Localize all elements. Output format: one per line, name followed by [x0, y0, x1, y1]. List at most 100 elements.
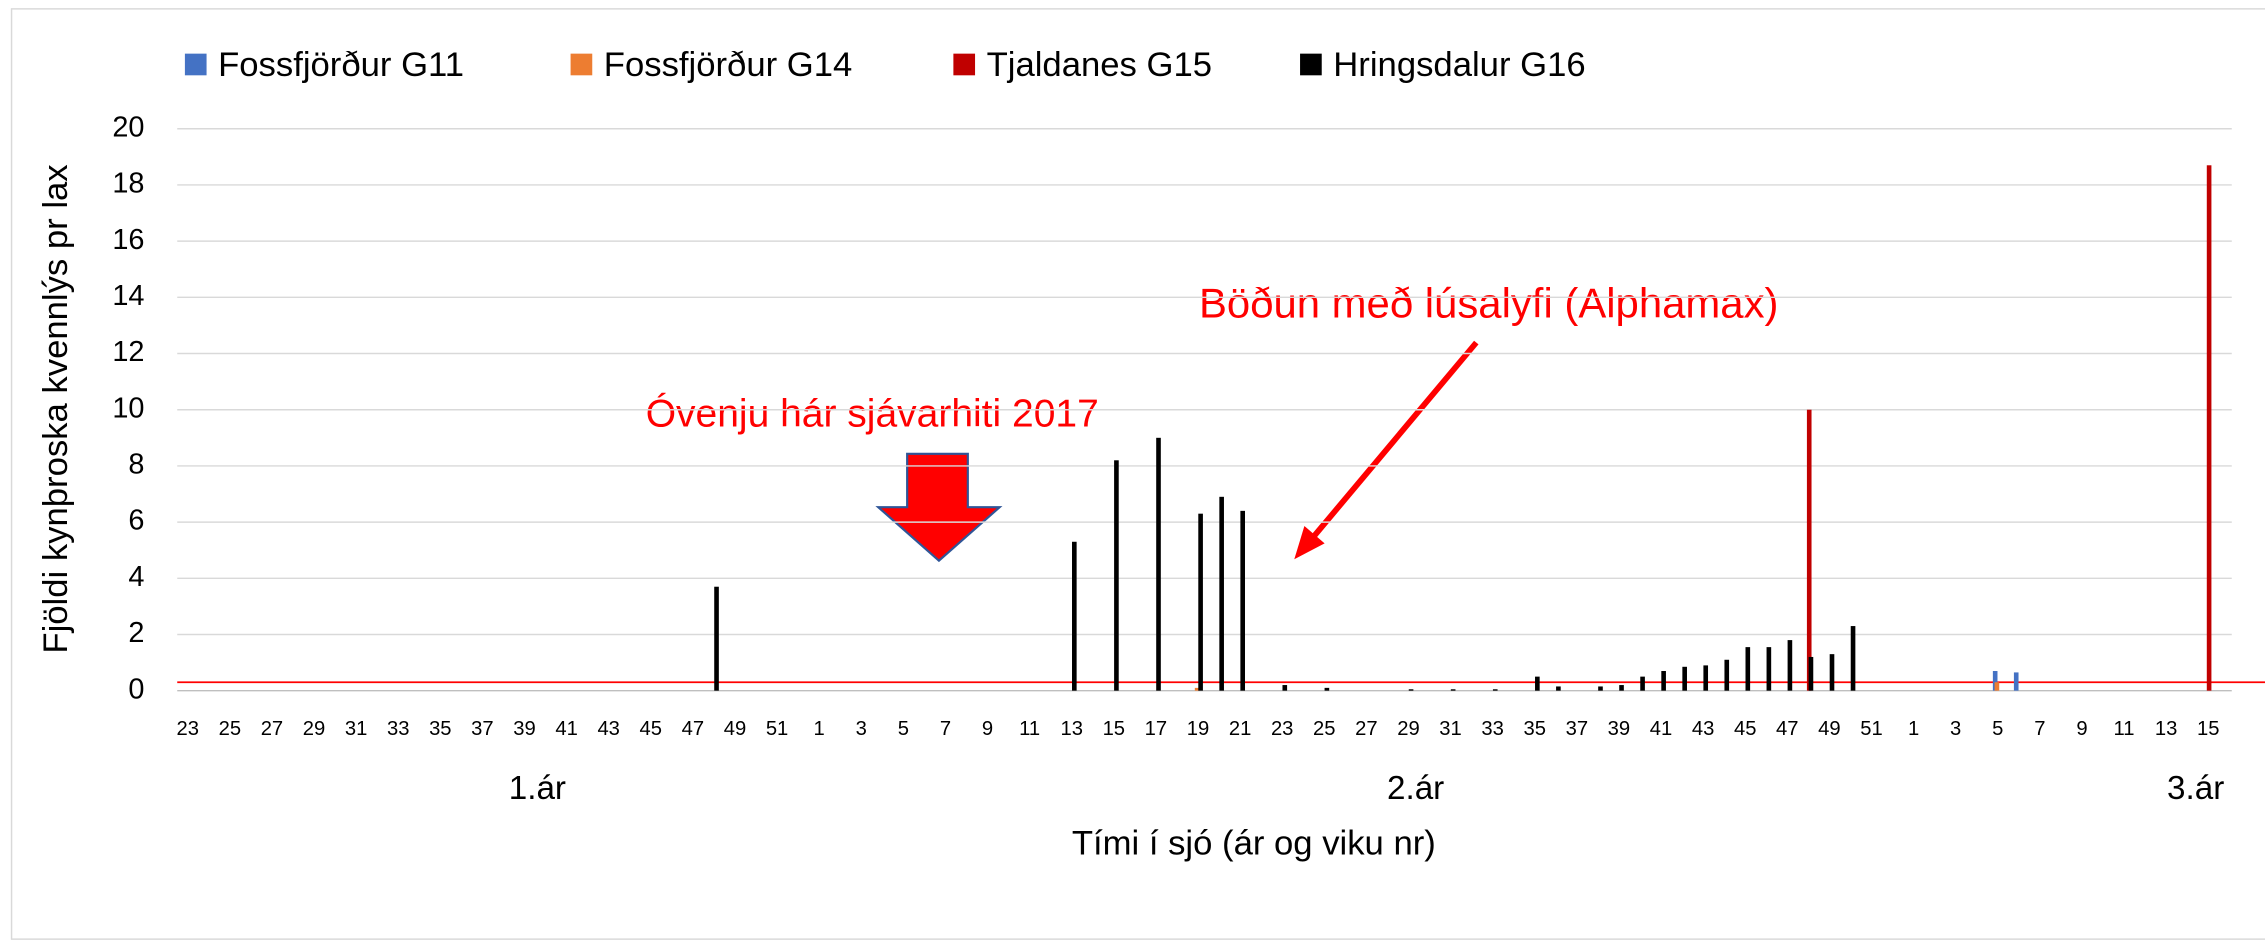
x-tick-label: 29 — [1397, 718, 1420, 740]
y-tick-label: 14 — [112, 280, 144, 312]
bar — [1745, 647, 1751, 691]
x-tick-label: 25 — [1313, 718, 1336, 740]
x-tick-label: 9 — [982, 718, 993, 740]
x-tick-label: 33 — [387, 718, 410, 740]
y-tick-label: 2 — [128, 617, 144, 649]
bar — [2206, 165, 2212, 691]
x-tick-label: 43 — [1692, 718, 1715, 740]
bar — [1324, 687, 1330, 691]
x-tick-label: 27 — [261, 718, 284, 740]
x-tick-label: 51 — [766, 718, 789, 740]
x-tick-label: 41 — [1650, 718, 1673, 740]
bar — [1992, 671, 1998, 691]
x-tick-label: 23 — [1271, 718, 1294, 740]
legend-label: Tjaldanes G15 — [987, 46, 1212, 84]
legend-swatch — [184, 53, 207, 76]
bar — [1850, 626, 1856, 691]
bar — [1556, 686, 1561, 691]
x-tick-label: 7 — [940, 718, 951, 740]
legend-label: Hringsdalur G16 — [1333, 46, 1585, 84]
y-tick-label: 16 — [112, 224, 144, 256]
x-tick-label: 45 — [1734, 718, 1757, 740]
x-tick-label: 39 — [1608, 718, 1631, 740]
legend-label: Fossfjörður G11 — [218, 46, 464, 84]
x-tick-label: 1 — [814, 718, 825, 740]
x-tick-label: 31 — [1439, 718, 1462, 740]
x-tick-label: 13 — [2155, 718, 2178, 740]
annotation: Óvenju hár sjávarhiti 2017 — [646, 393, 1099, 436]
x-tick-label: 13 — [1060, 718, 1083, 740]
bar — [1640, 676, 1645, 691]
bar — [1994, 682, 2000, 691]
x-tick-label: 39 — [513, 718, 536, 740]
bar — [1114, 460, 1119, 691]
legend-label: Fossfjörður G14 — [604, 46, 852, 84]
bar — [1219, 496, 1224, 691]
x-tick-label: 15 — [2197, 718, 2220, 740]
y-tick-label: 18 — [112, 168, 144, 200]
bar — [1806, 409, 1812, 691]
bar — [1682, 666, 1687, 691]
x-tick-label: 37 — [471, 718, 494, 740]
bar — [1492, 689, 1498, 691]
bar — [1194, 687, 1200, 691]
x-tick-label: 19 — [1187, 718, 1210, 740]
x-tick-label: 23 — [177, 718, 200, 740]
x-tick-label: 15 — [1103, 718, 1126, 740]
x-tick-label: 35 — [1523, 718, 1546, 740]
x-tick-label: 47 — [1776, 718, 1799, 740]
y-tick-label: 10 — [112, 392, 144, 424]
x-tick-label: 31 — [345, 718, 368, 740]
bar — [1535, 676, 1540, 691]
x-tick-label: 7 — [2034, 718, 2045, 740]
x-tick-label: 1 — [1908, 718, 1919, 740]
x-tick-label: 11 — [2114, 718, 2135, 740]
x-tick-label: 29 — [303, 718, 326, 740]
x-tick-label: 33 — [1481, 718, 1504, 740]
bar — [1156, 437, 1161, 691]
bar — [1766, 647, 1772, 691]
arrow-head — [1294, 526, 1325, 560]
x-tick-label: 37 — [1566, 718, 1589, 740]
legend-swatch — [953, 53, 976, 76]
x-tick-label: 3 — [856, 718, 867, 740]
bar — [1661, 671, 1666, 691]
x-tick-label: 25 — [219, 718, 242, 740]
y-tick-label: 12 — [112, 336, 144, 368]
bar — [1072, 541, 1077, 691]
annotation: Böðun með lúsalyfi (Alphamax) — [1199, 279, 1779, 326]
x-tick-label: 21 — [1229, 718, 1252, 740]
x-tick-label: 35 — [429, 718, 452, 740]
x-tick-label: 49 — [724, 718, 747, 740]
bar — [714, 586, 719, 691]
bar — [1829, 654, 1835, 691]
y-tick-label: 6 — [128, 505, 144, 537]
arrow-down — [875, 452, 1003, 563]
legend-swatch — [1300, 53, 1322, 76]
x-tick-label: 17 — [1145, 718, 1168, 740]
x-tick-label: 5 — [898, 718, 909, 740]
x-tick-label: 47 — [682, 718, 705, 740]
y-tick-label: 4 — [128, 561, 144, 593]
bar — [1598, 686, 1603, 691]
x-tick-label: 11 — [1019, 718, 1040, 740]
bar — [1724, 659, 1730, 691]
year-label: 1.ár — [509, 770, 566, 807]
x-tick-label: 49 — [1818, 718, 1841, 740]
bar — [1787, 640, 1793, 691]
x-tick-label: 45 — [640, 718, 663, 740]
x-tick-label: 27 — [1355, 718, 1378, 740]
chart-frame — [10, 8, 2265, 940]
bar — [1450, 689, 1456, 691]
legend-swatch — [570, 53, 593, 76]
year-label: 3.ár — [2167, 770, 2224, 807]
year-label: 2.ár — [1387, 770, 1444, 807]
x-tick-label: 3 — [1950, 718, 1961, 740]
bar — [1282, 685, 1288, 691]
bar — [1198, 513, 1203, 691]
x-tick-label: 5 — [1992, 718, 2003, 740]
bar — [1703, 665, 1709, 691]
y-axis-label: Fjöldi kynþroska kvennlýs pr lax — [37, 164, 75, 653]
y-tick-label: 0 — [128, 673, 144, 705]
